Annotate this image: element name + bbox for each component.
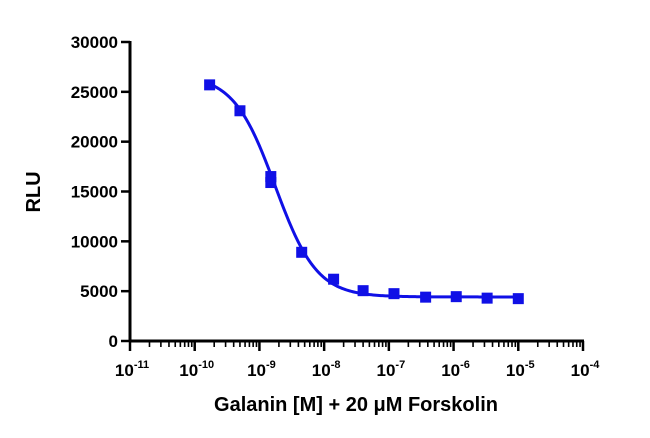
y-tick-label: 30000 xyxy=(71,33,118,52)
data-point xyxy=(328,273,340,285)
x-tick-label: 10-11 xyxy=(115,359,149,380)
data-point xyxy=(512,293,524,305)
data-points xyxy=(204,79,524,305)
y-tick-label: 25000 xyxy=(71,83,118,102)
x-tick-label: 10-4 xyxy=(571,359,601,380)
x-tick-base: 10 xyxy=(571,361,590,380)
x-tick-exponent: -10 xyxy=(198,359,214,371)
data-point xyxy=(234,105,246,117)
x-tick-exponent: -5 xyxy=(525,359,535,371)
data-point xyxy=(388,288,400,300)
x-axis-title: Galanin [M] + 20 μM Forskolin xyxy=(214,394,498,416)
y-tick-label: 5000 xyxy=(80,282,118,301)
data-point xyxy=(357,285,369,297)
x-tick-exponent: -7 xyxy=(395,359,405,371)
y-tick-label: 20000 xyxy=(71,133,118,152)
x-tick-exponent: -8 xyxy=(331,359,341,371)
x-tick-exponent: -11 xyxy=(134,359,149,371)
x-tick-base: 10 xyxy=(506,361,525,380)
data-point xyxy=(296,246,308,258)
x-tick-exponent: -4 xyxy=(590,359,601,371)
data-point xyxy=(481,292,493,304)
x-tick-base: 10 xyxy=(247,361,266,380)
data-point xyxy=(420,291,432,303)
x-tick-label: 10-10 xyxy=(179,359,214,380)
fit-curve xyxy=(205,81,519,299)
x-axis-ticks: 10-11 10-10 10-9 10-8 10-7 10-6 10-5 10-4 xyxy=(115,341,600,380)
x-tick-exponent: -6 xyxy=(460,359,470,371)
data-point xyxy=(265,177,277,189)
x-tick-label: 10-6 xyxy=(441,359,470,380)
data-point xyxy=(265,171,277,183)
x-tick-label: 10-8 xyxy=(312,359,341,380)
y-axis-ticks: 0 5000 10000 15000 20000 25000 30000 xyxy=(71,33,130,351)
y-axis-title: RLU xyxy=(23,171,45,212)
y-tick-label: 0 xyxy=(109,332,118,351)
y-tick-label: 15000 xyxy=(71,183,118,202)
x-tick-base: 10 xyxy=(179,361,198,380)
x-tick-label: 10-9 xyxy=(247,359,276,380)
data-point xyxy=(450,291,462,303)
x-tick-label: 10-7 xyxy=(377,359,406,380)
x-tick-base: 10 xyxy=(312,361,331,380)
data-point xyxy=(204,79,216,91)
y-tick-label: 10000 xyxy=(71,232,118,251)
x-tick-label: 10-5 xyxy=(506,359,535,380)
x-tick-base: 10 xyxy=(115,361,134,380)
x-tick-base: 10 xyxy=(441,361,460,380)
x-tick-exponent: -9 xyxy=(266,359,276,371)
x-tick-base: 10 xyxy=(377,361,396,380)
